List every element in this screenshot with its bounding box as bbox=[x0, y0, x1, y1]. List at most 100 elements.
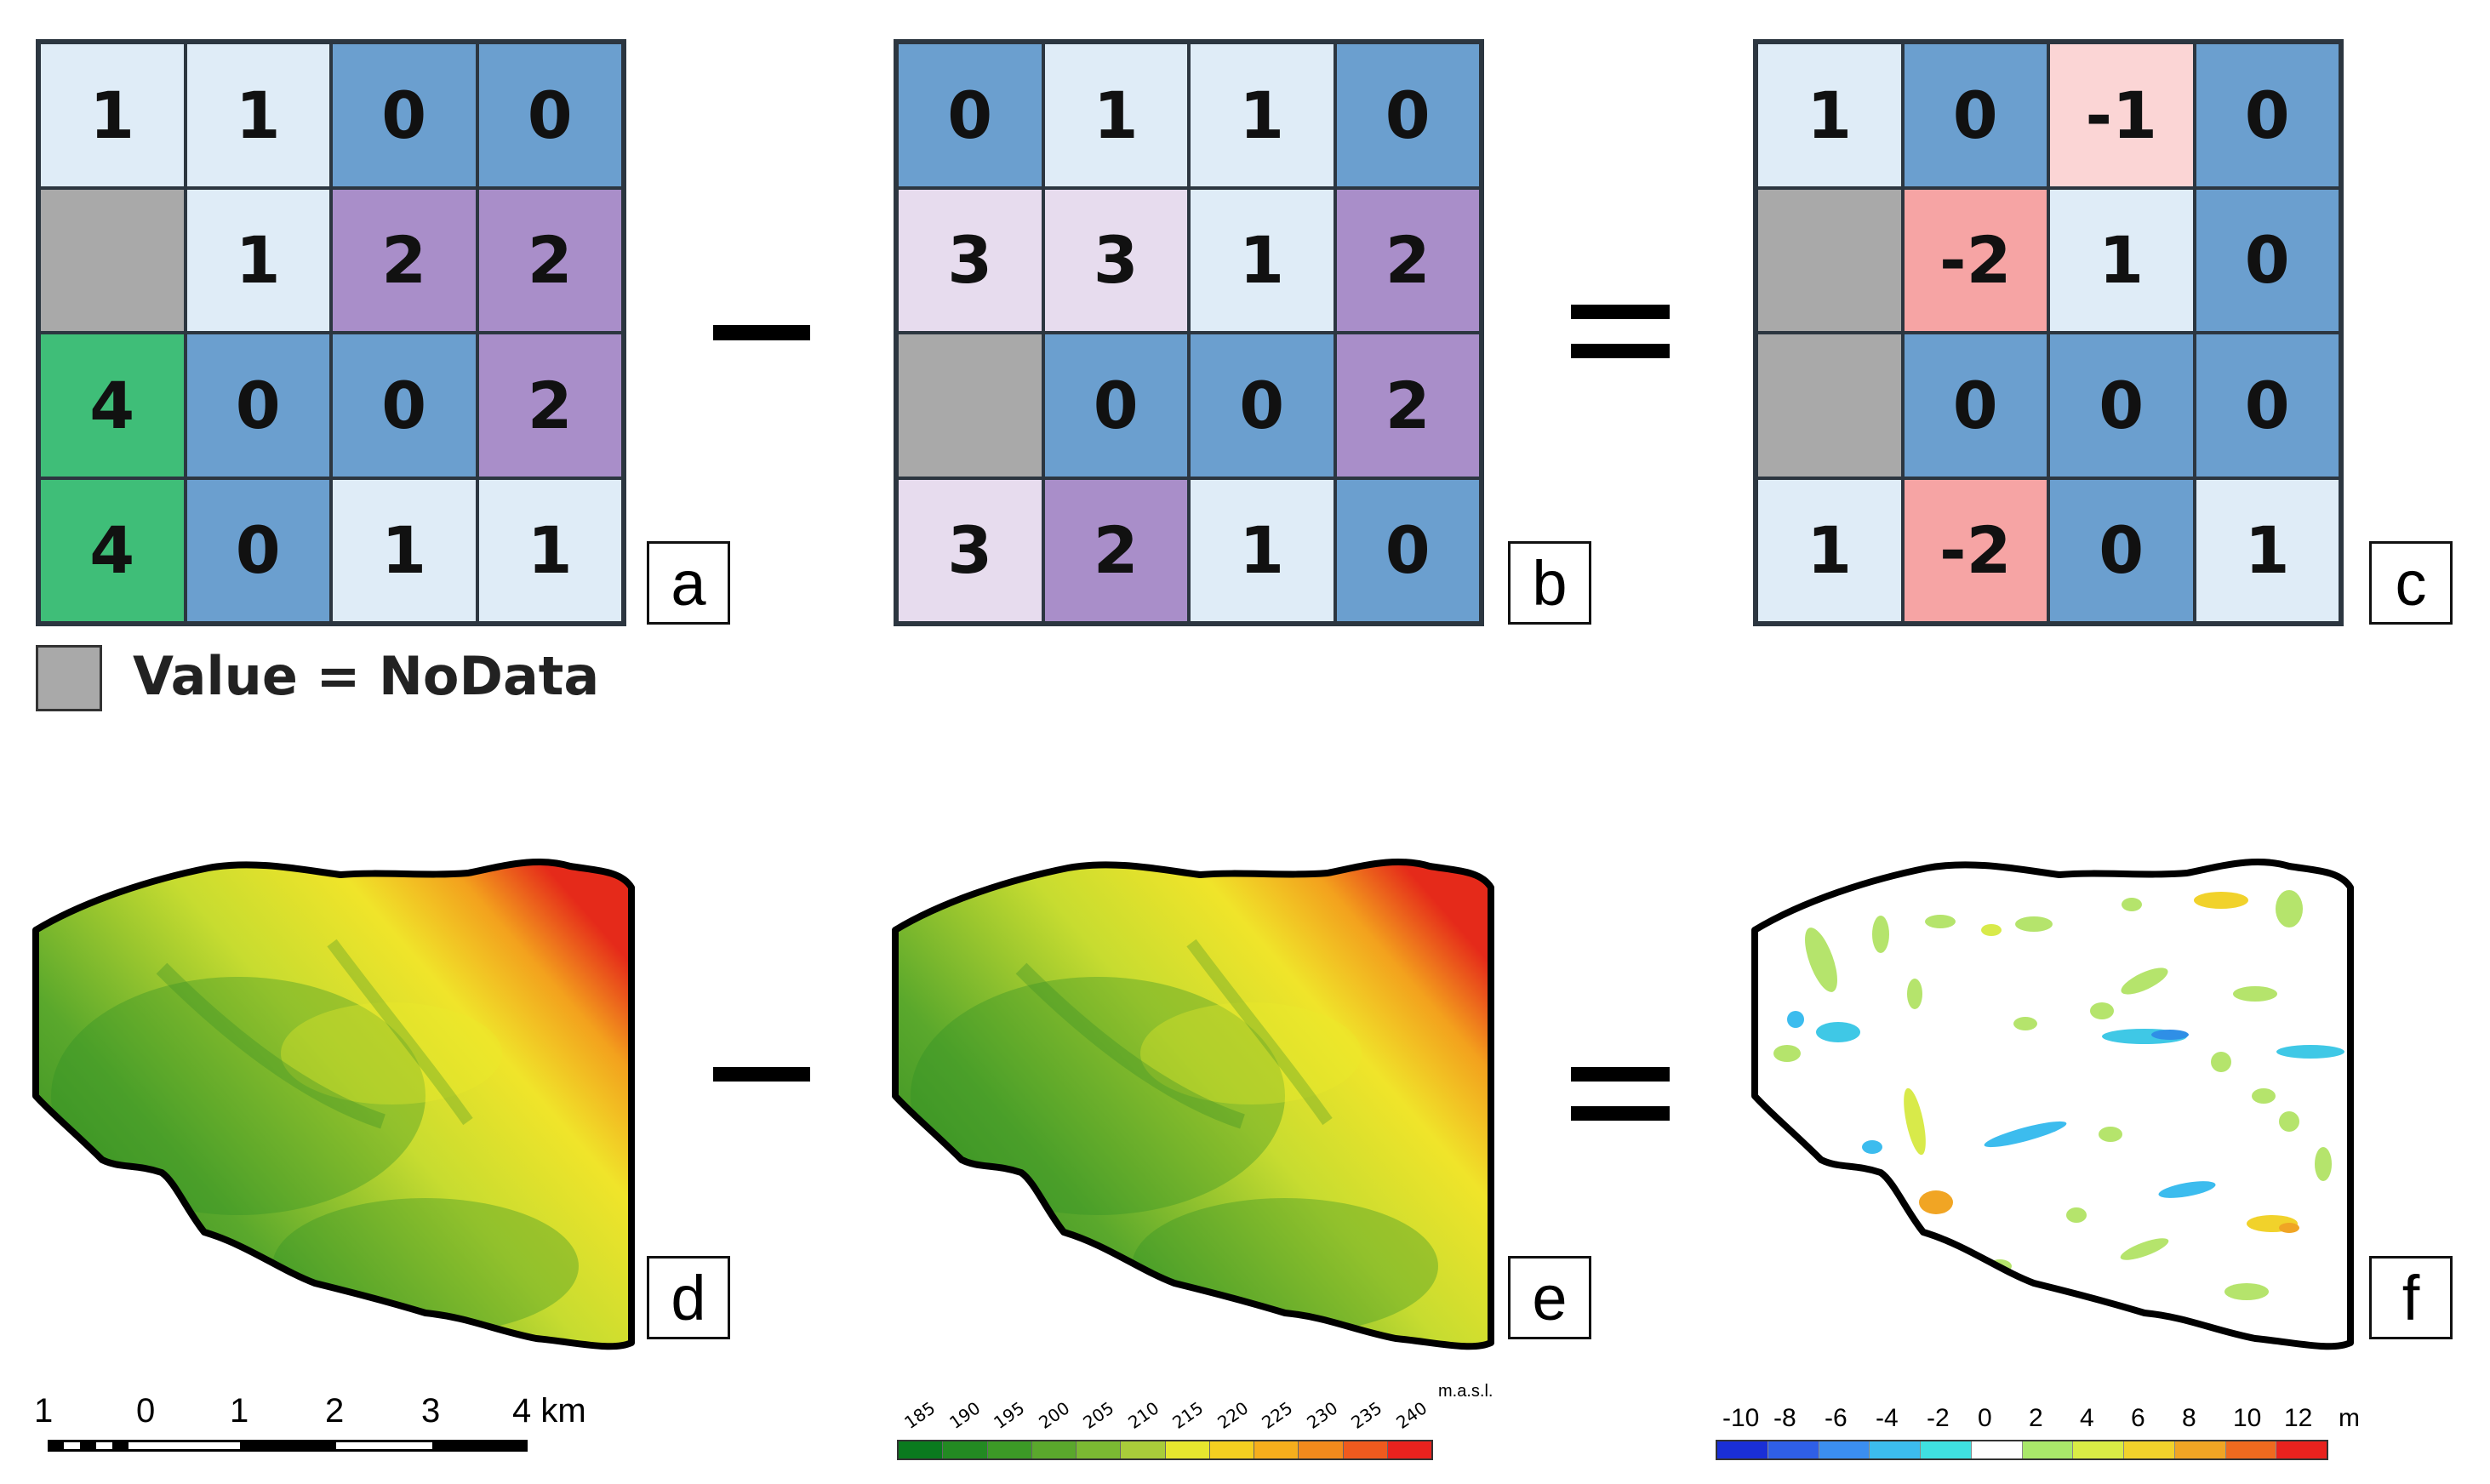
grid-cell: 2 bbox=[1334, 333, 1481, 478]
difference-legend-tick: 10 bbox=[2233, 1404, 2262, 1432]
panel-label-b: b bbox=[1508, 541, 1591, 625]
grid-cell: 2 bbox=[1334, 187, 1481, 333]
grid-cell: 0 bbox=[2194, 43, 2340, 188]
difference-legend-swatch bbox=[2021, 1441, 2073, 1458]
difference-legend-tick: -6 bbox=[1825, 1404, 1848, 1432]
difference-legend-tick: 6 bbox=[2131, 1404, 2145, 1432]
elevation-legend-tick: 225 bbox=[1258, 1397, 1297, 1433]
difference-legend-tick: -8 bbox=[1773, 1404, 1796, 1432]
difference-legend-swatch bbox=[2224, 1441, 2276, 1458]
difference-legend-swatch bbox=[2173, 1441, 2225, 1458]
grid-cell: -1 bbox=[2048, 43, 2195, 188]
grid-cell: 0 bbox=[897, 43, 1043, 188]
panel-label-f: f bbox=[2369, 1256, 2453, 1339]
elevation-legend-tick: 205 bbox=[1079, 1397, 1118, 1433]
elevation-legend-tick: 210 bbox=[1123, 1397, 1163, 1433]
scale-bar-label: 0 bbox=[136, 1392, 156, 1430]
grid-cell: 1 bbox=[1756, 477, 1903, 623]
grid-cell: 1 bbox=[185, 187, 331, 333]
elevation-unit: m.a.s.l. bbox=[1438, 1382, 1493, 1401]
grid-cell: 1 bbox=[477, 477, 623, 623]
grid-cell: -2 bbox=[1902, 477, 2048, 623]
grid-cell: 0 bbox=[1334, 477, 1481, 623]
difference-legend-tick: 2 bbox=[2029, 1404, 2043, 1432]
elevation-legend-tick: 215 bbox=[1168, 1397, 1208, 1433]
raster-grid-c: 1 0 -1 0 -2 1 0 0 0 0 1 -2 0 1 bbox=[1753, 39, 2344, 626]
difference-legend-swatch bbox=[1920, 1441, 1971, 1458]
scale-bar-label: 1 bbox=[230, 1392, 249, 1430]
panel-label-a: a bbox=[647, 541, 730, 625]
grid-cell: 0 bbox=[2048, 333, 2195, 478]
elevation-legend-tick: 230 bbox=[1302, 1397, 1342, 1433]
nodata-swatch bbox=[36, 645, 102, 711]
elevation-legend-swatch bbox=[1031, 1441, 1076, 1458]
grid-cell: 0 bbox=[185, 477, 331, 623]
elevation-legend-swatch bbox=[986, 1441, 1031, 1458]
grid-cell: 1 bbox=[331, 477, 477, 623]
elevation-legend-swatch bbox=[1120, 1441, 1165, 1458]
elevation-legend-tick: 240 bbox=[1391, 1397, 1431, 1433]
elevation-legend-swatch bbox=[1342, 1441, 1387, 1458]
nodata-cell bbox=[1756, 333, 1903, 478]
elevation-legend-swatch bbox=[1386, 1441, 1431, 1458]
elevation-map-e bbox=[892, 858, 1494, 1350]
grid-cell: 0 bbox=[477, 43, 623, 188]
minus-operator-top bbox=[713, 325, 810, 340]
grid-cell: 0 bbox=[331, 333, 477, 478]
grid-cell: 1 bbox=[2194, 477, 2340, 623]
grid-cell: 1 bbox=[39, 43, 186, 188]
nodata-legend-text: Value = NoData bbox=[133, 645, 600, 707]
grid-cell: 1 bbox=[185, 43, 331, 188]
grid-cell: 4 bbox=[39, 477, 186, 623]
elevation-legend-tick: 190 bbox=[945, 1397, 985, 1433]
difference-legend-swatch bbox=[1818, 1441, 1870, 1458]
grid-cell: 2 bbox=[1042, 477, 1189, 623]
difference-unit: m bbox=[2339, 1404, 2360, 1432]
grid-cell: 1 bbox=[1189, 187, 1335, 333]
difference-legend-swatch bbox=[2276, 1441, 2327, 1458]
difference-legend-swatch bbox=[1717, 1441, 1768, 1458]
difference-legend-tick: 4 bbox=[2080, 1404, 2094, 1432]
grid-cell: 2 bbox=[331, 187, 477, 333]
grid-cell: 0 bbox=[1042, 333, 1189, 478]
elevation-legend-tick: 195 bbox=[990, 1397, 1029, 1433]
elevation-legend-swatch bbox=[899, 1441, 943, 1458]
nodata-cell bbox=[897, 333, 1043, 478]
scale-bar-label: 3 bbox=[421, 1392, 441, 1430]
grid-cell: 0 bbox=[185, 333, 331, 478]
scale-bar-label: 1 bbox=[34, 1392, 54, 1430]
grid-cell: 3 bbox=[897, 187, 1043, 333]
grid-cell: 0 bbox=[1902, 333, 2048, 478]
panel-label-e: e bbox=[1508, 1256, 1591, 1339]
elevation-legend-tick: 200 bbox=[1034, 1397, 1074, 1433]
grid-cell: 1 bbox=[1756, 43, 1903, 188]
grid-cell: 3 bbox=[1042, 187, 1189, 333]
grid-cell: 3 bbox=[897, 477, 1043, 623]
grid-cell: 2 bbox=[477, 187, 623, 333]
difference-legend-swatch bbox=[1869, 1441, 1920, 1458]
difference-map-f bbox=[1751, 858, 2354, 1350]
nodata-cell bbox=[39, 187, 186, 333]
grid-cell: 1 bbox=[2048, 187, 2195, 333]
difference-legend-tick: -4 bbox=[1876, 1404, 1899, 1432]
elevation-legend-swatch bbox=[942, 1441, 987, 1458]
difference-legend-tick: -2 bbox=[1927, 1404, 1950, 1432]
elevation-legend-swatch bbox=[1076, 1441, 1121, 1458]
difference-legend-swatch bbox=[1970, 1441, 2022, 1458]
elevation-legend-swatch bbox=[1298, 1441, 1343, 1458]
grid-cell: 0 bbox=[331, 43, 477, 188]
grid-cell: 1 bbox=[1189, 43, 1335, 188]
grid-cell: 0 bbox=[2194, 333, 2340, 478]
elevation-legend-tick: 185 bbox=[900, 1397, 939, 1433]
grid-cell: 0 bbox=[1189, 333, 1335, 478]
panel-label-d: d bbox=[647, 1256, 730, 1339]
scale-bar-label: 2 bbox=[325, 1392, 345, 1430]
elevation-legend-swatch bbox=[1208, 1441, 1254, 1458]
difference-legend-swatch bbox=[1767, 1441, 1819, 1458]
grid-cell: 0 bbox=[2194, 187, 2340, 333]
grid-cell: 2 bbox=[477, 333, 623, 478]
grid-cell: 0 bbox=[2048, 477, 2195, 623]
difference-legend-tick: 8 bbox=[2182, 1404, 2196, 1432]
